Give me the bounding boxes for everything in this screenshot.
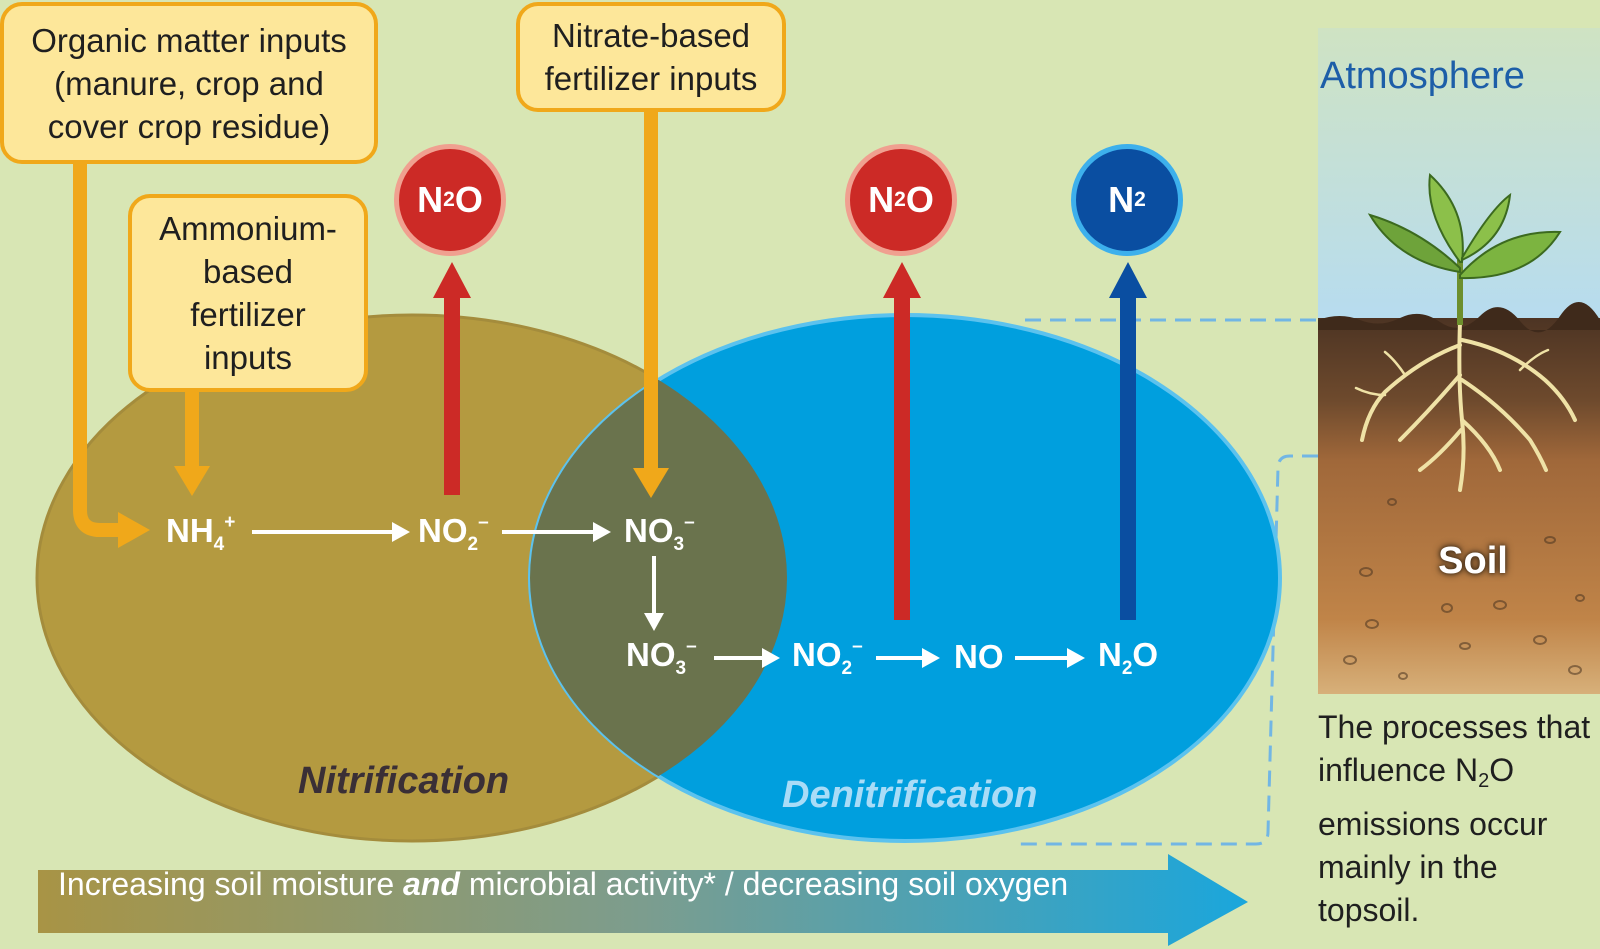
- gas-n2o-sub: 2: [443, 188, 455, 211]
- overlap-region: [530, 315, 787, 841]
- gradient-text-2: microbial activity* / decreasing soil ox…: [459, 866, 1069, 902]
- plant-roots-icon: [1354, 320, 1577, 492]
- gas-n2o-o: O: [905, 179, 934, 220]
- n2o-n: N: [1098, 636, 1122, 673]
- no2-label-nitrification: NO2–: [418, 512, 489, 556]
- gas-n2-n: N: [1108, 179, 1135, 220]
- caption-text-1: The processes that influence N: [1318, 709, 1591, 788]
- callout-bracket-line: [1015, 454, 1318, 846]
- n2o-emission-arrow-denitrification: [883, 262, 921, 620]
- nh4-sub: 4: [213, 534, 225, 555]
- no2-label-denitrification: NO2–: [792, 636, 863, 680]
- gas-n2o-o: O: [454, 179, 483, 220]
- gradient-label: Increasing soil moisture and microbial a…: [58, 866, 1068, 903]
- arrow-no3-to-no2: [714, 648, 780, 668]
- topsoil-edge: [1318, 301, 1600, 333]
- nitrate-fertilizer-input-label: Nitrate-based fertilizer inputs: [544, 17, 758, 97]
- atmosphere-label: Atmosphere: [1320, 55, 1525, 97]
- no2-base: NO: [792, 636, 842, 673]
- organic-input-arrow: [73, 160, 150, 548]
- nh4-label: NH4+: [166, 512, 235, 556]
- n2o-sub: 2: [1121, 658, 1133, 679]
- gas-n2-sub: 2: [1134, 188, 1146, 211]
- no3-label-upper: NO3–: [624, 512, 695, 556]
- gas-n2o-n: N: [417, 179, 444, 220]
- arrow-nh4-to-no2: [252, 522, 410, 542]
- reaction-arrows: [252, 522, 1085, 668]
- no3-base: NO: [624, 512, 674, 549]
- organic-matter-input-box: Organic matter inputs (manure, crop and …: [0, 2, 378, 164]
- no3-label-lower: NO3–: [626, 636, 697, 680]
- gradient-text-emphasis: and: [403, 866, 460, 902]
- arrow-no-to-n2o: [1015, 648, 1085, 668]
- caption-sub: 2: [1478, 770, 1490, 792]
- gradient-text-1: Increasing soil moisture: [58, 866, 404, 902]
- ammonium-fertilizer-input-label: Ammonium-based fertilizer inputs: [159, 210, 337, 376]
- ammonium-input-arrow: [174, 390, 210, 496]
- arrow-no2-to-no3: [502, 522, 611, 542]
- caption-text-2: O emissions occur mainly in the topsoil.: [1318, 752, 1548, 928]
- arrow-no2-to-no: [876, 648, 940, 668]
- gas-n2o-sub: 2: [894, 188, 906, 211]
- no2-sub: 2: [841, 658, 853, 679]
- nh4-sup: +: [224, 512, 236, 533]
- n2o-label: N2O: [1098, 636, 1158, 680]
- gradient-arrow: [38, 854, 1248, 946]
- topsoil-caption: The processes that influence N2O emissio…: [1318, 706, 1598, 932]
- no2-sup: –: [852, 636, 863, 657]
- nitrate-input-arrow: [633, 110, 669, 498]
- organic-matter-input-label: Organic matter inputs (manure, crop and …: [31, 21, 347, 145]
- no3-sub: 3: [675, 658, 687, 679]
- no2-base: NO: [418, 512, 468, 549]
- nitrification-label: Nitrification: [298, 760, 510, 802]
- gas-n2o-n: N: [868, 179, 895, 220]
- no2-sup: –: [478, 512, 489, 533]
- no2-sub: 2: [467, 534, 479, 555]
- no3-sub: 3: [673, 534, 685, 555]
- no-label: NO: [954, 638, 1004, 675]
- arrow-no3-down: [644, 556, 664, 631]
- no3-sup: –: [684, 512, 695, 533]
- n2o-emission-arrow-nitrification: [433, 262, 471, 495]
- nh4-base: NH: [166, 512, 214, 549]
- denitrification-label: Denitrification: [782, 774, 1038, 816]
- soil-pebbles: [1343, 498, 1585, 680]
- ammonium-fertilizer-input-box: Ammonium-based fertilizer inputs: [128, 194, 368, 392]
- soil-label: Soil: [1438, 540, 1508, 582]
- no3-base: NO: [626, 636, 676, 673]
- no3-sup: –: [686, 636, 697, 657]
- n2o-o: O: [1132, 636, 1159, 673]
- plant-seedling-icon: [1367, 172, 1562, 325]
- nitrate-fertilizer-input-box: Nitrate-based fertilizer inputs: [516, 2, 786, 112]
- n2-emission-arrow: [1109, 262, 1147, 620]
